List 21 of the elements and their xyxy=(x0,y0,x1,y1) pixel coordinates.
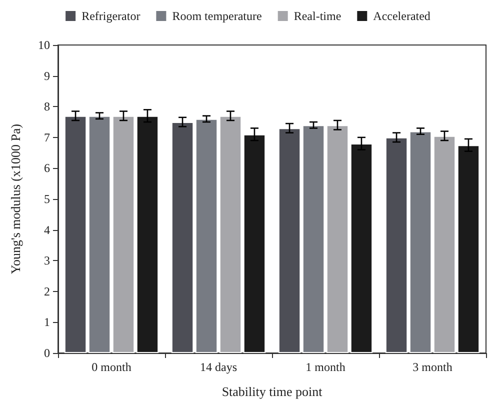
y-tick-label: 7 xyxy=(44,130,50,144)
legend-label: Room temperature xyxy=(172,9,262,23)
y-tick-label: 9 xyxy=(44,68,50,83)
y-tick-label: 5 xyxy=(44,192,50,206)
x-tick-label: 14 days xyxy=(200,360,238,374)
x-tick-label: 1 month xyxy=(306,360,346,374)
y-tick-label: 4 xyxy=(44,222,50,237)
y-tick-label: 10 xyxy=(38,38,50,52)
y-tick-label: 2 xyxy=(44,284,50,298)
legend-label: Accelerated xyxy=(373,9,430,23)
y-axis-title: Young's modulus (x1000 Pa) xyxy=(8,124,23,274)
y-tick-label: 6 xyxy=(44,161,50,176)
legend-label: Real-time xyxy=(294,9,342,23)
x-tick-label: 0 month xyxy=(92,360,132,374)
y-tick-label: 8 xyxy=(44,100,50,114)
y-tick-label: 1 xyxy=(44,315,50,330)
x-tick-label: 3 month xyxy=(412,360,452,374)
x-axis-title: Stability time point xyxy=(222,384,323,399)
y-tick-label: 3 xyxy=(44,254,50,268)
legend-label: Refrigerator xyxy=(82,9,140,23)
y-tick-label: 0 xyxy=(44,346,50,360)
